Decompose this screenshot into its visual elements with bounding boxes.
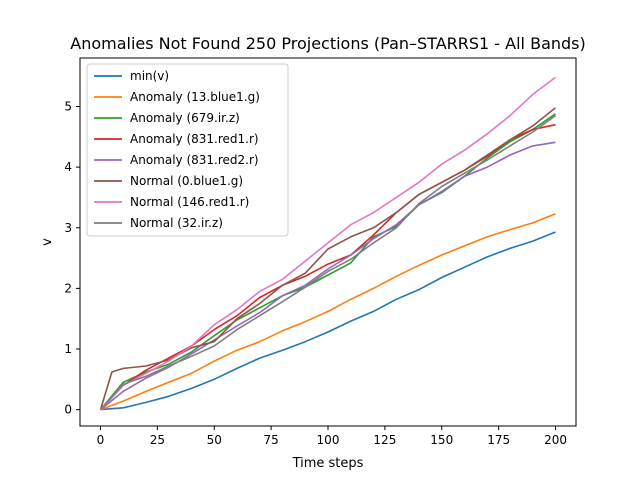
chart-title: Anomalies Not Found 250 Projections (Pan… bbox=[70, 34, 586, 53]
legend-label: Normal (146.red1.r) bbox=[130, 195, 249, 209]
y-tick-label: 3 bbox=[64, 221, 72, 235]
legend-label: Anomaly (679.ir.z) bbox=[130, 111, 240, 125]
legend-box bbox=[86, 63, 289, 237]
x-tick-label: 175 bbox=[487, 433, 510, 447]
x-tick-label: 150 bbox=[430, 433, 453, 447]
x-tick-label: 50 bbox=[207, 433, 222, 447]
x-axis-ticks: 0 25 50 75 100 125 150 175 200 bbox=[97, 426, 567, 447]
legend-label: Normal (0.blue1.g) bbox=[130, 174, 243, 188]
x-tick-label: 200 bbox=[544, 433, 567, 447]
legend: min(v) Anomaly (13.blue1.g) Anomaly (679.i… bbox=[86, 63, 289, 237]
legend-label: Anomaly (13.blue1.g) bbox=[130, 90, 260, 104]
series-line-1 bbox=[100, 213, 556, 411]
x-tick-label: 0 bbox=[97, 433, 105, 447]
series-line-0 bbox=[100, 231, 556, 411]
legend-label: Anomaly (831.red1.r) bbox=[130, 132, 259, 146]
x-axis-label: Time steps bbox=[292, 456, 364, 471]
legend-label: min(v) bbox=[130, 69, 169, 83]
series-line-7 bbox=[99, 114, 556, 411]
y-tick-label: 4 bbox=[64, 160, 72, 174]
plot-lines bbox=[99, 76, 557, 411]
x-tick-label: 75 bbox=[263, 433, 278, 447]
y-tick-label: 1 bbox=[64, 342, 72, 356]
x-tick-label: 100 bbox=[317, 433, 340, 447]
y-tick-label: 5 bbox=[64, 100, 72, 114]
x-tick-label: 125 bbox=[373, 433, 396, 447]
series-line-5 bbox=[99, 107, 557, 410]
y-tick-label: 2 bbox=[64, 281, 72, 295]
legend-label: Normal (32.ir.z) bbox=[130, 216, 223, 230]
y-tick-label: 0 bbox=[64, 403, 72, 417]
y-axis-ticks: 0 1 2 3 4 5 bbox=[64, 100, 80, 417]
legend-label: Anomaly (831.red2.r) bbox=[130, 153, 259, 167]
y-axis-label: v bbox=[40, 238, 55, 246]
series-line-6 bbox=[99, 76, 556, 411]
x-tick-label: 25 bbox=[150, 433, 165, 447]
